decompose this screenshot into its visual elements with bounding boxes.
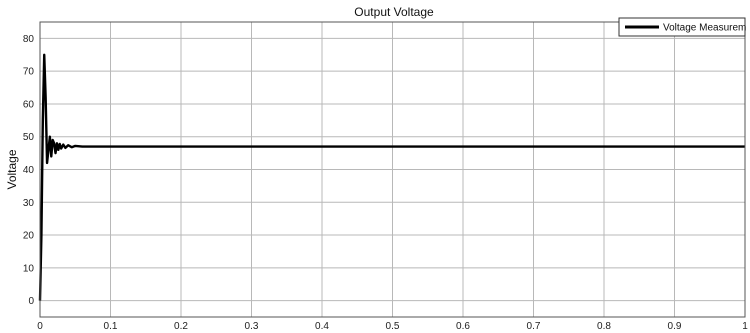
x-tick-label: 0.1 — [104, 321, 118, 332]
y-tick-label: 40 — [23, 165, 35, 176]
series-line — [38, 53, 745, 301]
x-tick-label: 0.8 — [597, 321, 611, 332]
y-tick-label: 10 — [23, 263, 35, 274]
y-tick-label: 80 — [23, 34, 35, 45]
x-tick-label: 0.5 — [386, 321, 400, 332]
legend: Voltage Measurem — [618, 17, 746, 37]
y-tick-label: 0 — [28, 296, 34, 307]
grid-lines — [39, 22, 746, 317]
y-tick-label: 50 — [23, 132, 35, 143]
y-tick-label: 60 — [23, 99, 35, 110]
legend-label: Voltage Measurem — [663, 23, 746, 34]
y-tick-label: 70 — [23, 67, 35, 78]
x-tick-label: 1 — [742, 321, 748, 332]
series-layer — [38, 53, 745, 301]
legend-box — [618, 17, 746, 37]
x-tick-label: 0.3 — [245, 321, 259, 332]
chart-title: Output Voltage — [354, 5, 434, 19]
y-axis-title: Voltage — [5, 149, 19, 189]
y-tick-label: 20 — [23, 231, 35, 242]
x-tick-label: 0.9 — [668, 321, 682, 332]
x-tick-label: 0.2 — [174, 321, 188, 332]
x-tick-label: 0.7 — [527, 321, 541, 332]
tick-labels: 0 0.1 0.2 0.3 0.4 0.5 0.6 0.7 0.8 0.9 101020304050… — [23, 34, 748, 332]
plot-border — [39, 21, 746, 318]
x-tick-label: 0.4 — [315, 321, 329, 332]
x-tick-label: 0.6 — [456, 321, 470, 332]
x-tick-label: 0 — [37, 321, 43, 332]
y-tick-label: 30 — [23, 198, 35, 209]
